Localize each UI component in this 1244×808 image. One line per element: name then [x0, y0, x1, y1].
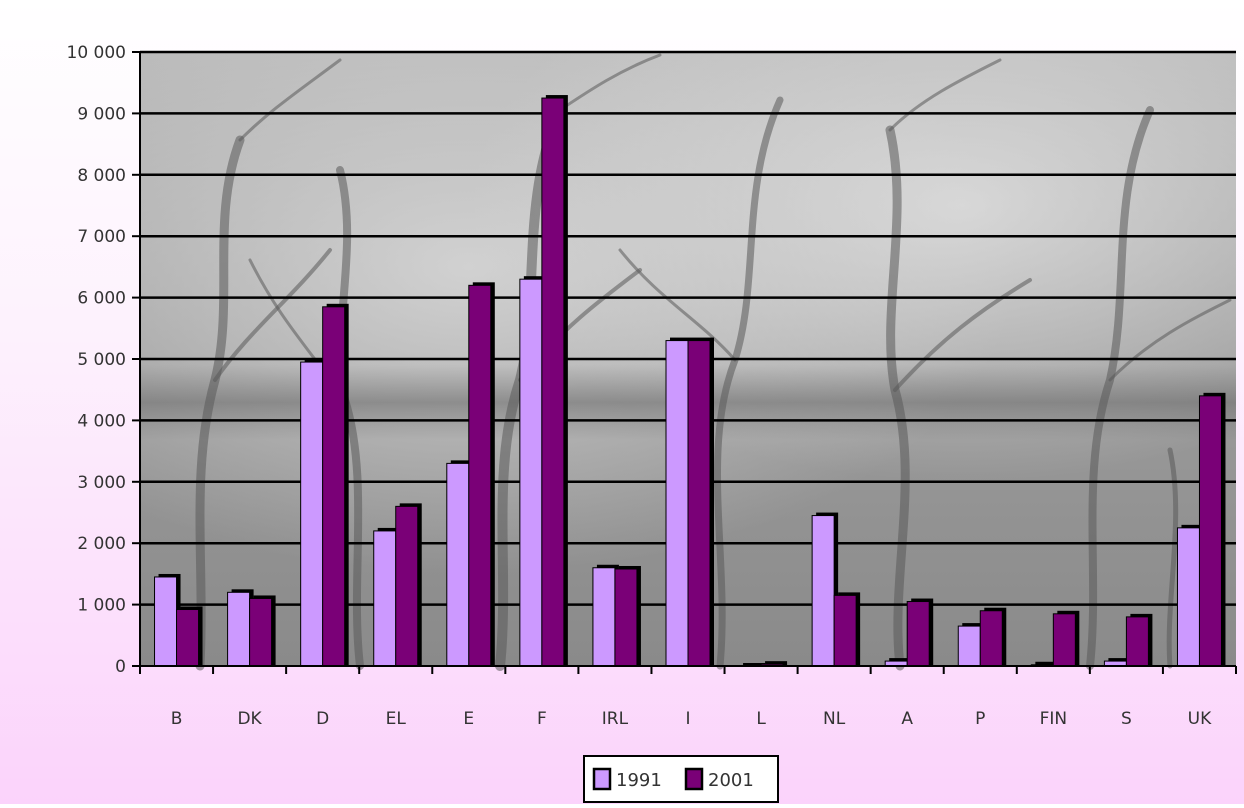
- bar-1991-UK: [1176, 527, 1200, 667]
- x-axis-tick-labels: B DK D EL E F IRL I L NL A P FIN S UK: [171, 709, 1212, 729]
- x-tick-label: S: [1121, 709, 1132, 729]
- legend-label-2001: 2001: [708, 770, 754, 791]
- y-tick-label: 10 000: [67, 43, 126, 63]
- x-tick-label: IRL: [602, 709, 629, 729]
- y-axis-tick-labels: 0 1 000 2 000 3 000 4 000 5 000 6 000 7 000 8 00…: [67, 43, 126, 677]
- bar-2001-P: [979, 610, 1003, 667]
- bar-shadow-2001-L: [765, 661, 788, 666]
- bar-2001-E: [468, 284, 492, 667]
- x-tick-label: D: [316, 709, 329, 729]
- x-tick-label: DK: [237, 709, 262, 729]
- x-tick-label: L: [756, 709, 766, 729]
- x-tick-label: P: [975, 709, 985, 729]
- bar-2001-I: [687, 340, 711, 667]
- y-tick-label: 0: [115, 657, 126, 677]
- bar-2001-IRL: [614, 568, 638, 667]
- bar-2001-UK: [1198, 395, 1222, 667]
- bar-2001-A: [906, 601, 930, 667]
- y-tick-label: 7 000: [77, 227, 126, 247]
- y-tick-label: 2 000: [77, 534, 126, 554]
- x-tick-label: EL: [386, 709, 407, 729]
- x-tick-label: F: [537, 709, 547, 729]
- bar-2001-FIN: [1052, 613, 1076, 667]
- bar-shadow-1991-L: [743, 663, 766, 666]
- bar-1991-F: [519, 278, 543, 667]
- y-tick-label: 8 000: [77, 166, 126, 186]
- bar-2001-F: [541, 97, 565, 667]
- y-tick-label: 5 000: [77, 350, 126, 370]
- bar-2001-D: [322, 306, 346, 667]
- bar-1991-B: [154, 576, 178, 667]
- y-tick-label: 4 000: [77, 411, 126, 431]
- bar-2001-B: [176, 609, 200, 667]
- bar-1991-D: [300, 361, 324, 667]
- bar-2001-NL: [833, 594, 857, 667]
- y-tick-label: 6 000: [77, 289, 126, 309]
- bar-2001-S: [1125, 616, 1149, 667]
- bar-1991-P: [957, 625, 981, 667]
- x-tick-label: I: [685, 709, 690, 729]
- y-tick-label: 3 000: [77, 473, 126, 493]
- legend-label-1991: 1991: [616, 770, 662, 791]
- y-tick-label: 9 000: [77, 104, 126, 124]
- bar-1991-IRL: [592, 567, 616, 667]
- bar-1991-DK: [227, 591, 251, 667]
- legend-swatch-1991: [592, 767, 612, 791]
- legend-swatch-2001: [684, 767, 704, 791]
- legend-box: [583, 755, 779, 803]
- x-tick-label: E: [463, 709, 474, 729]
- legend: 1991 2001: [583, 755, 779, 803]
- x-tick-label: B: [171, 709, 183, 729]
- y-tick-label: 1 000: [77, 596, 126, 616]
- x-tick-label: UK: [1188, 709, 1212, 729]
- bar-1991-EL: [373, 530, 397, 667]
- x-tick-label: FIN: [1040, 709, 1068, 729]
- bar-1991-NL: [811, 515, 835, 667]
- bar-shadow-1991-FIN: [1035, 661, 1058, 666]
- bar-1991-I: [665, 340, 689, 667]
- bar-2001-EL: [395, 505, 419, 667]
- bar-1991-E: [446, 462, 470, 667]
- bar-2001-DK: [249, 597, 273, 667]
- bars: [154, 95, 1226, 667]
- x-tick-label: A: [901, 709, 913, 729]
- axes: [132, 51, 1237, 674]
- x-tick-label: NL: [823, 709, 846, 729]
